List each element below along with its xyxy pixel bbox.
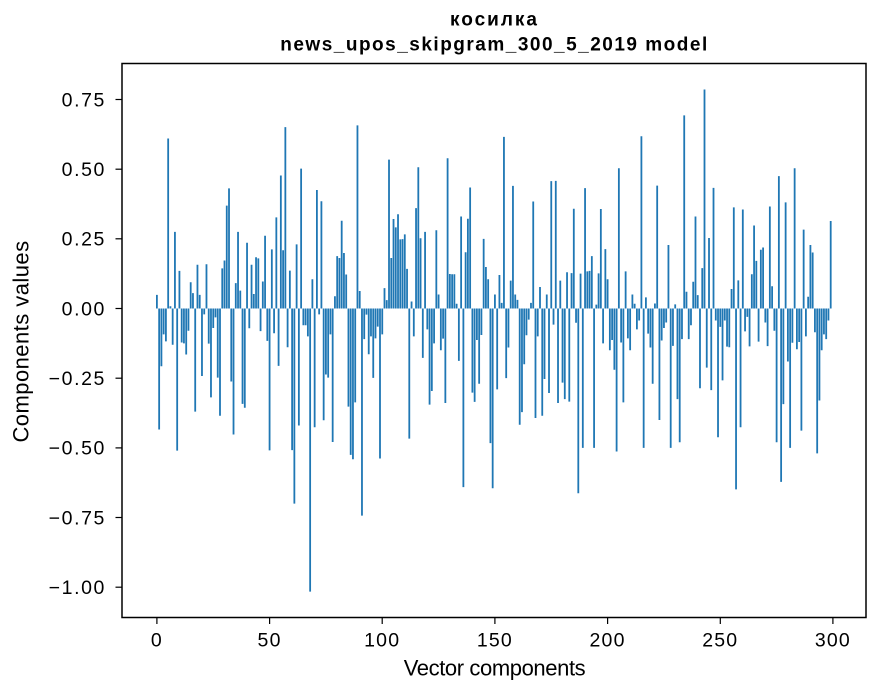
svg-text:0.00: 0.00 [62, 298, 106, 320]
svg-text:100: 100 [364, 630, 400, 652]
svg-text:0: 0 [151, 630, 163, 652]
svg-text:150: 150 [477, 630, 513, 652]
svg-text:0.75: 0.75 [62, 89, 106, 111]
svg-text:300: 300 [815, 630, 851, 652]
svg-text:50: 50 [258, 630, 282, 652]
svg-text:Vector components: Vector components [404, 656, 586, 681]
svg-text:200: 200 [590, 630, 626, 652]
svg-text:0.50: 0.50 [62, 159, 106, 181]
svg-text:−0.25: −0.25 [49, 368, 106, 390]
svg-text:−1.00: −1.00 [49, 577, 106, 599]
svg-text:−0.75: −0.75 [49, 507, 106, 529]
svg-text:косилка: косилка [450, 10, 539, 31]
svg-text:Components values: Components values [9, 240, 34, 442]
svg-text:news_upos_skipgram_300_5_2019: news_upos_skipgram_300_5_2019 model [280, 35, 708, 56]
svg-text:0.25: 0.25 [62, 229, 106, 251]
svg-text:250: 250 [702, 630, 738, 652]
svg-text:−0.50: −0.50 [49, 438, 106, 460]
